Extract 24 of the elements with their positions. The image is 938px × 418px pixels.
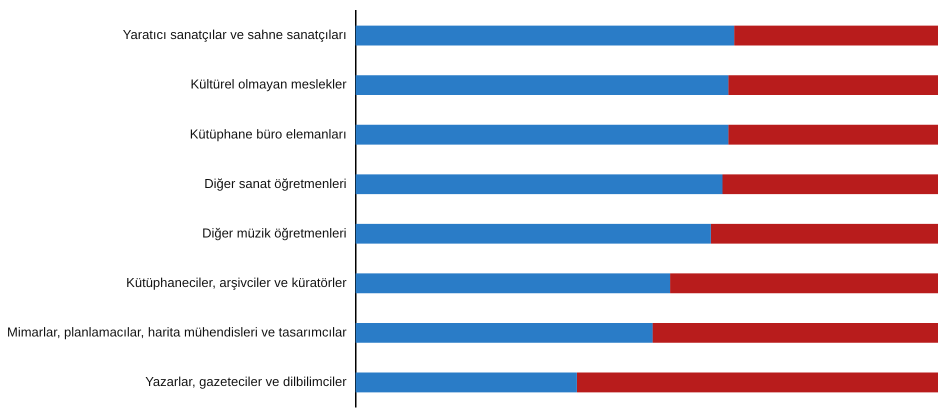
y-tick-label: Diğer sanat öğretmenleri xyxy=(204,176,347,191)
y-tick-label: Kültürel olmayan meslekler xyxy=(190,76,348,92)
bar xyxy=(728,75,938,96)
bar xyxy=(576,372,938,392)
bar xyxy=(356,75,728,96)
bar xyxy=(356,174,722,194)
y-tick-label: Yaratıcı sanatçılar ve sahne sanatçıları xyxy=(122,27,347,42)
bar xyxy=(356,26,734,46)
bar xyxy=(728,124,938,145)
bar xyxy=(652,322,938,343)
bar xyxy=(734,26,938,46)
bar xyxy=(670,273,938,294)
y-tick-label: Mimarlar, planlamacılar, harita mühendisleri ve tasarımcılar xyxy=(6,324,348,340)
bar xyxy=(356,372,577,392)
bar xyxy=(356,273,670,294)
y-tick-label: Yazarlar, gazeteciler ve dilbilimciler xyxy=(145,374,348,390)
y-tick-label: Kütüphaneciler, arşivciler ve küratörler xyxy=(126,274,348,290)
bar xyxy=(710,224,938,244)
bar xyxy=(722,174,938,194)
bar xyxy=(356,224,711,244)
y-tick-label: Kütüphane büro elemanları xyxy=(190,126,347,142)
bar xyxy=(356,322,653,343)
bar xyxy=(356,124,728,145)
y-tick-label: Diğer müzik öğretmenleri xyxy=(202,225,347,240)
